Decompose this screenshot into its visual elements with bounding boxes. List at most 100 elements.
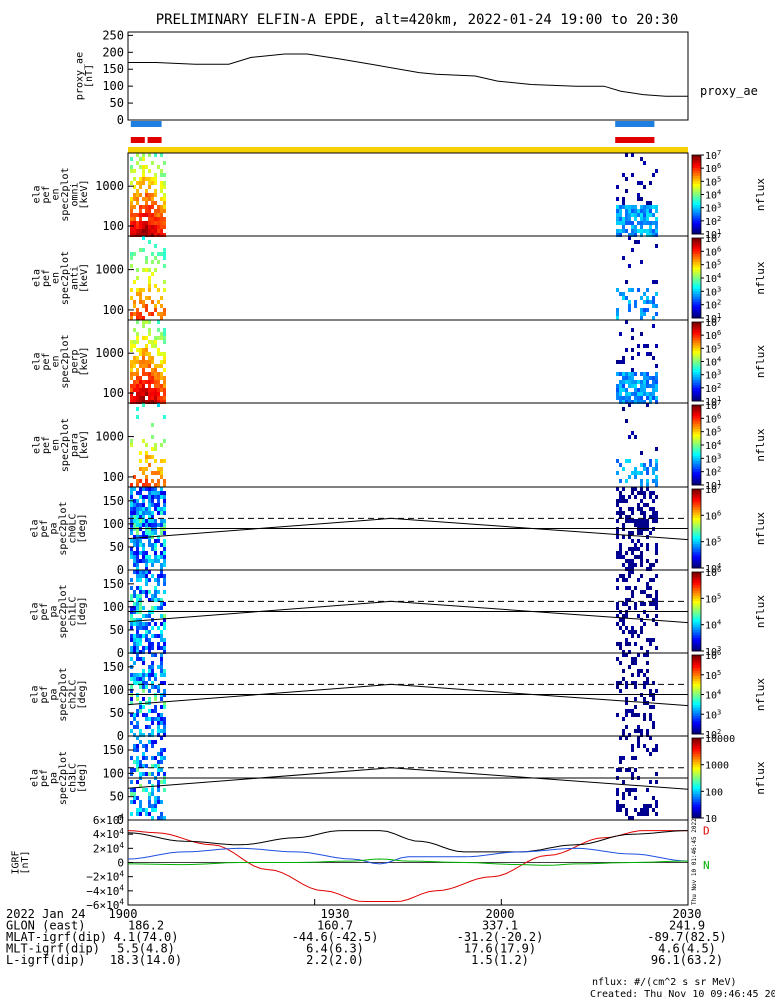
heatmap-cell (145, 681, 148, 685)
heatmap-cell (139, 677, 142, 681)
y-tick-label: −6×104 (86, 898, 124, 912)
heatmap-cell (616, 788, 619, 792)
colorbar-tick-label: 107 (705, 399, 721, 412)
colorbar-segment (692, 572, 701, 576)
heatmap-cell (640, 332, 643, 336)
heatmap-cell (646, 352, 649, 356)
ela_pef_pa_spec2plot_ch0LC-ylabel-line: pef (39, 519, 50, 537)
heatmap-cell (163, 551, 166, 555)
heatmap-cell (151, 661, 154, 665)
heatmap-cell (643, 400, 646, 404)
ela_pef_en_spec2plot_perp-ylabel-line: ela (31, 352, 42, 370)
heatmap-cell (130, 360, 133, 364)
heatmap-cell (136, 181, 139, 185)
colorbar-segment (692, 348, 701, 352)
heatmap-cell (139, 157, 142, 161)
heatmap-cell (148, 360, 151, 364)
colorbar-segment (692, 645, 701, 649)
heatmap-cell (148, 499, 151, 503)
colorbar-tick-label: 102 (705, 728, 721, 741)
heatmap-cell (640, 217, 643, 221)
y-tick-label: 100 (102, 386, 124, 400)
heatmap-cell (157, 288, 160, 292)
heatmap-cell (163, 328, 166, 332)
heatmap-cell (616, 229, 619, 233)
heatmap-cell (145, 523, 148, 527)
heatmap-cell (622, 555, 625, 559)
colorbar-segment (692, 670, 701, 674)
colorbar-segment (692, 176, 701, 180)
heatmap-cell (142, 197, 145, 201)
heatmap-cell (625, 320, 628, 324)
colorbar-label-text: nflux (754, 678, 767, 711)
heatmap-cell (154, 376, 157, 380)
heatmap-cell (646, 233, 649, 237)
heatmap-cell (652, 511, 655, 515)
heatmap-cell (655, 622, 658, 626)
heatmap-cell (634, 388, 637, 392)
heatmap-cell (646, 808, 649, 812)
colorbar-tick-label: 104 (705, 439, 721, 452)
colorbar-segment (692, 640, 701, 644)
heatmap-cell (142, 352, 145, 356)
heatmap-cell (133, 340, 136, 344)
heatmap-cell (652, 602, 655, 606)
heatmap-cell (139, 804, 142, 808)
colorbar-segment (692, 407, 701, 411)
heatmap-cell (151, 503, 154, 507)
heatmap-cell (130, 626, 133, 630)
heatmap-cell (628, 630, 631, 634)
colorbar-segment (692, 327, 701, 331)
heatmap-cell (625, 153, 628, 157)
heatmap-cell (157, 729, 160, 733)
heatmap-cell (130, 181, 133, 185)
colorbar-segment (692, 565, 701, 569)
heatmap-cell (622, 495, 625, 499)
panels: 250200150100500proxy_ae[nT]proxy_ae10001… (10, 28, 767, 912)
heatmap-cell (163, 555, 166, 559)
heatmap-cell (640, 626, 643, 630)
y-tick-label: 100 (102, 303, 124, 317)
heatmap-cell (130, 483, 133, 487)
heatmap-cell (130, 229, 133, 233)
heatmap-cell (157, 376, 160, 380)
colorbar-segment (692, 624, 701, 628)
heatmap-cell (148, 638, 151, 642)
heatmap-cell (145, 475, 148, 479)
heatmap-cell (157, 300, 160, 304)
heatmap-cell (640, 646, 643, 650)
heatmap-cell (133, 360, 136, 364)
heatmap-cell (643, 463, 646, 467)
heatmap-cell (619, 804, 622, 808)
colorbar-segment (692, 720, 701, 724)
heatmap-cell (139, 185, 142, 189)
colorbar-tick-label: 101 (705, 479, 721, 492)
heatmap-cell (619, 661, 622, 665)
heatmap-cell (142, 614, 145, 618)
heatmap-cell (154, 447, 157, 451)
heatmap-cell (136, 491, 139, 495)
heatmap-cell (130, 547, 133, 551)
heatmap-cell (160, 312, 163, 316)
heatmap-cell (631, 491, 634, 495)
heatmap-cell (142, 764, 145, 768)
heatmap-cell (136, 197, 139, 201)
heatmap-cell (148, 185, 151, 189)
heatmap-cell (622, 677, 625, 681)
colorbar-segment (692, 205, 701, 209)
heatmap-cell (136, 657, 139, 661)
heatmap-cell (628, 768, 631, 772)
heatmap-cell (160, 491, 163, 495)
y-tick-label: 100 (102, 683, 124, 697)
heatmap-cell (142, 697, 145, 701)
heatmap-cell (646, 344, 649, 348)
heatmap-cell (148, 229, 151, 233)
heatmap-cell (649, 209, 652, 213)
heatmap-cell (646, 567, 649, 571)
heatmap-cell (142, 673, 145, 677)
colorbar-segment (692, 738, 701, 742)
heatmap-cell (625, 586, 628, 590)
heatmap-cell (130, 634, 133, 638)
